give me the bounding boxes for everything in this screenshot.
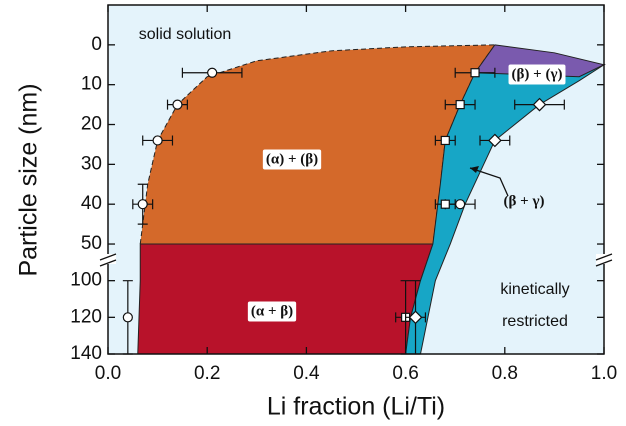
x-tick-label: 0.2	[194, 363, 220, 384]
y-tick-label: 10	[81, 74, 102, 95]
y-tick-label: 0	[91, 34, 102, 55]
region-label: (β) + (γ)	[512, 66, 563, 82]
label-box	[262, 149, 322, 170]
x-tick-label: 1.0	[591, 363, 617, 384]
phase-region	[139, 44, 496, 245]
data-point	[440, 135, 450, 146]
x-tick-label: 0.4	[293, 363, 320, 384]
label-box	[508, 64, 566, 85]
y-tick-label: 50	[81, 233, 102, 254]
data-point	[122, 312, 133, 323]
data-point	[455, 99, 465, 110]
phase-region	[474, 44, 606, 78]
y-axis-title: Particle size (nm)	[15, 83, 43, 276]
axis-break-marks	[99, 253, 613, 267]
region-label: (β + γ)	[504, 193, 545, 209]
data-point	[207, 67, 218, 78]
data-point	[470, 68, 480, 78]
x-axis-title: Li fraction (Li/Ti)	[267, 393, 445, 421]
data-point	[488, 133, 502, 148]
annotation: kinetically	[500, 281, 569, 298]
axis-break	[596, 254, 612, 264]
axis-break	[100, 254, 116, 264]
data-point	[455, 199, 466, 210]
y-tick-label: 40	[81, 193, 102, 214]
arrow	[469, 167, 509, 197]
annotation: solid solution	[139, 26, 232, 43]
y-tick-label: 20	[81, 114, 102, 135]
data-point	[172, 99, 183, 110]
y-tick-label: 30	[81, 153, 102, 174]
x-tick-label: 0.0	[95, 363, 121, 384]
x-tick-label: 0.6	[392, 363, 418, 384]
region-label: (α) + (β)	[266, 151, 318, 167]
y-tick-label: 120	[70, 306, 102, 327]
data-point	[152, 135, 163, 146]
region-label: (α + β)	[251, 303, 293, 319]
annotation: restricted	[502, 313, 568, 330]
data-point	[408, 310, 423, 325]
y-tick-label: 140	[70, 343, 102, 364]
data-point	[137, 199, 148, 210]
plot-frame	[107, 4, 605, 355]
x-tick-label: 0.8	[492, 363, 518, 384]
arrow-head	[470, 166, 479, 173]
label-box	[247, 301, 297, 322]
y-tick-label: 100	[70, 270, 102, 291]
phase-region	[137, 243, 434, 355]
data-point	[532, 97, 547, 112]
data-point	[440, 199, 450, 209]
